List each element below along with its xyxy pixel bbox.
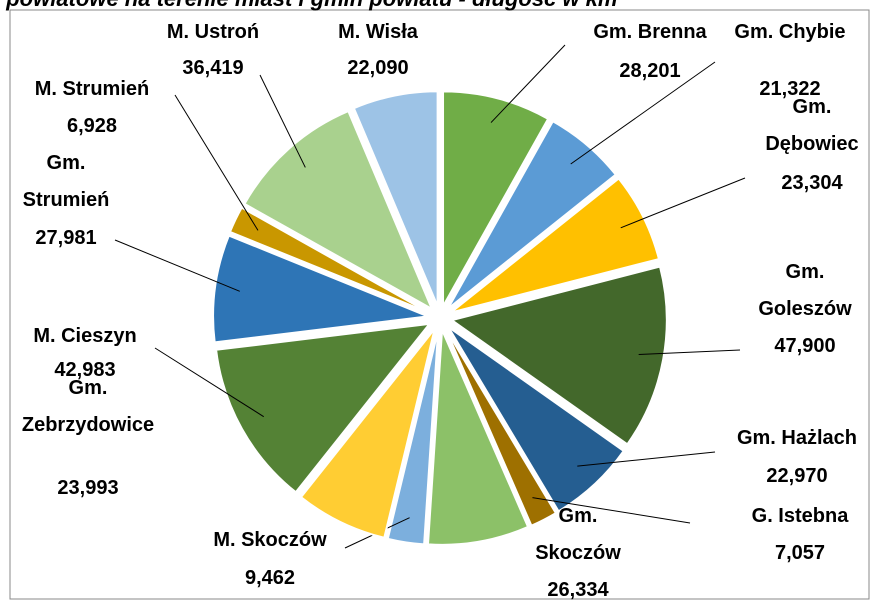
leader-line [114,239,240,292]
value-label: 9,462 [244,567,296,589]
leader-line [154,347,264,418]
value-label: 42,983 [54,359,116,381]
leader-line [532,497,691,524]
leader-line [174,94,259,231]
pie-slice [450,177,661,314]
pie-slice [386,329,440,546]
slice-label: Gm. Chybie [734,21,846,43]
value-label: 23,304 [781,172,843,194]
pie-slice [299,328,436,539]
value-label: 7,057 [774,542,826,564]
pie-slice [243,109,435,312]
value-label: 22,090 [347,57,409,79]
chart-title: j powiatowe na terenie miast i gmin powi… [0,0,878,12]
slice-label: Gm. Brenna [593,21,707,43]
leader-line [570,61,716,165]
leader-line [259,74,306,168]
slice-label: Gm. Skoczów [535,505,621,564]
value-label: 26,334 [547,579,609,600]
slice-label: Gm. Goleszów [758,261,852,320]
value-label: 22,970 [766,465,828,487]
leader-line [638,349,741,356]
slice-label: Gm. Hażlach [736,427,858,449]
pie-slice [228,206,430,314]
leader-line [577,451,716,467]
pie-slice [446,119,618,310]
pie-slice [214,322,432,494]
slice-label: G. Istebna [751,505,849,527]
pie-slice [442,90,550,311]
slice-label: Gm. Dębowiec [765,96,859,155]
value-label: 21,322 [759,78,821,100]
slice-label: M. Cieszyn [33,325,137,347]
frame [9,9,870,600]
slice-label: M. Ustroń [166,21,260,43]
pie-slice [444,328,558,528]
value-label: 27,981 [35,227,97,249]
value-label: 47,900 [774,335,836,357]
slice-label: M. Strumień [34,78,150,100]
value-label: 36,419 [182,57,244,79]
pie-slice [449,265,668,446]
slice-label: Gm. Strumień [22,152,110,211]
pie-slice [212,234,433,344]
value-label: 23,993 [57,477,119,499]
slice-label: M. Skoczów [213,529,327,551]
pie-slice [352,90,439,307]
leader-line [490,44,566,123]
value-label: 28,201 [619,60,681,82]
leader-line [620,177,746,229]
pie-slice [447,325,626,513]
slice-label: M. Wisła [338,21,418,43]
value-label: 6,928 [66,115,118,137]
pie-slice [426,329,530,546]
slice-label: Gm. Zebrzydowice [21,377,155,436]
